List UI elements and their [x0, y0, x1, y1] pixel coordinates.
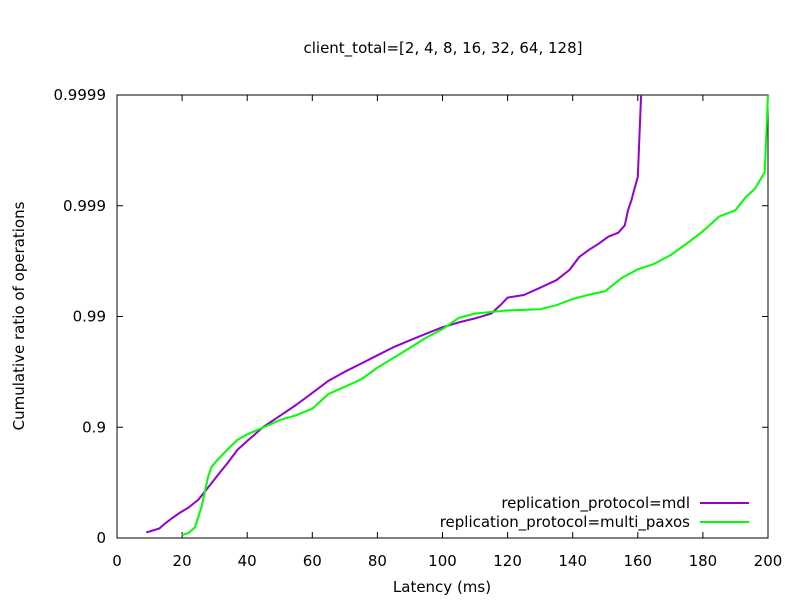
x-tick-label: 60 [303, 552, 322, 570]
x-axis-ticks: 0 20 40 60 80 100 120 140 160 180 200 [112, 95, 782, 570]
series-lines [146, 94, 769, 536]
y-tick-label: 0.9 [82, 418, 106, 436]
x-tick-label: 80 [368, 552, 387, 570]
y-tick-label: 0.99 [73, 308, 106, 326]
y-axis-ticks: 0 0.9 0.99 0.999 0.9999 [54, 86, 768, 547]
x-tick-label: 200 [754, 552, 783, 570]
y-tick-label: 0.9999 [54, 86, 107, 104]
x-tick-label: 0 [112, 552, 122, 570]
series-line-2 [181, 94, 769, 536]
y-axis-label: Cumulative ratio of operations [10, 201, 28, 430]
x-tick-label: 160 [623, 552, 652, 570]
x-tick-label: 180 [689, 552, 718, 570]
legend: replication_protocol=mdlreplication_prot… [440, 494, 749, 532]
y-tick-label: 0 [96, 529, 106, 547]
plot-area [116, 94, 769, 539]
x-tick-label: 120 [493, 552, 522, 570]
y-tick-label: 0.999 [63, 197, 106, 215]
x-tick-label: 40 [238, 552, 257, 570]
legend-label: replication_protocol=mdl [501, 494, 690, 513]
x-tick-label: 140 [558, 552, 587, 570]
plot-border [116, 94, 769, 539]
x-axis-label: Latency (ms) [393, 578, 491, 596]
x-tick-label: 100 [428, 552, 457, 570]
chart-title: client_total=[2, 4, 8, 16, 32, 64, 128] [303, 39, 582, 58]
series-line-1 [146, 94, 643, 534]
x-tick-label: 20 [173, 552, 192, 570]
legend-label: replication_protocol=multi_paxos [440, 513, 690, 532]
